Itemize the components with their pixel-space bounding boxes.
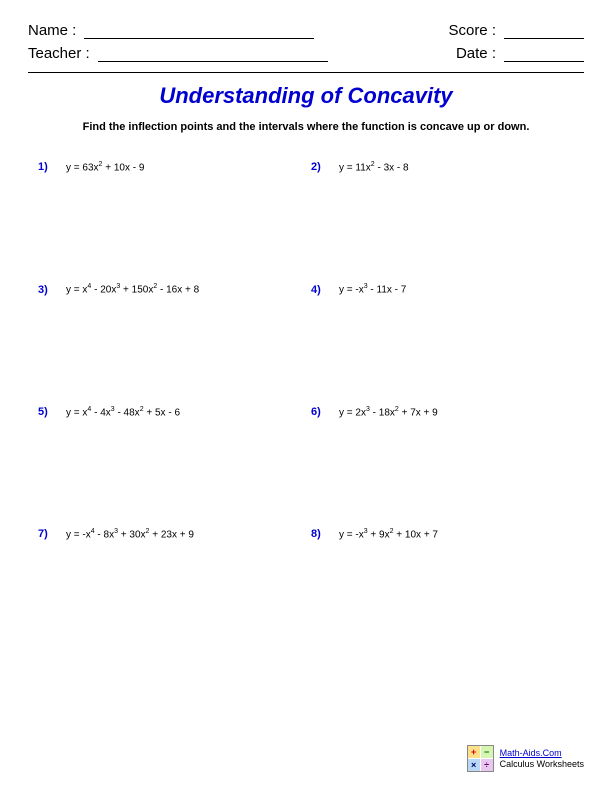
- date-blank[interactable]: [504, 46, 584, 62]
- problem-number: 2): [311, 161, 329, 173]
- header-row-2: Teacher : Date :: [28, 45, 584, 62]
- worksheet-title: Understanding of Concavity: [28, 83, 584, 109]
- problem-number: 1): [38, 161, 56, 173]
- problem-number: 4): [311, 284, 329, 296]
- footer-subtitle: Calculus Worksheets: [500, 759, 584, 770]
- problem-expression: y = x4 - 4x3 - 48x2 + 5x - 6: [66, 406, 180, 418]
- footer-text: Math-Aids.Com Calculus Worksheets: [500, 748, 584, 770]
- problem-8: 8) y = -x3 + 9x2 + 10x + 7: [311, 528, 574, 540]
- footer-logo: + − × ÷: [467, 745, 494, 772]
- teacher-field: Teacher :: [28, 45, 328, 62]
- divider: [28, 72, 584, 73]
- date-field: Date :: [456, 45, 584, 62]
- divide-icon: ÷: [481, 759, 493, 771]
- teacher-label: Teacher :: [28, 45, 90, 62]
- score-label: Score :: [448, 22, 496, 39]
- problems-grid: 1) y = 63x2 + 10x - 9 2) y = 11x2 - 3x -…: [28, 161, 584, 540]
- problem-number: 8): [311, 528, 329, 540]
- problem-expression: y = x4 - 20x3 + 150x2 - 16x + 8: [66, 283, 199, 295]
- name-label: Name :: [28, 22, 76, 39]
- plus-icon: +: [468, 746, 480, 758]
- header-row-1: Name : Score :: [28, 22, 584, 39]
- score-field: Score :: [448, 22, 584, 39]
- problem-expression: y = 11x2 - 3x - 8: [339, 161, 409, 173]
- problem-6: 6) y = 2x3 - 18x2 + 7x + 9: [311, 406, 574, 418]
- footer-site: Math-Aids.Com: [500, 748, 584, 759]
- teacher-blank[interactable]: [98, 46, 328, 62]
- instructions: Find the inflection points and the inter…: [28, 121, 584, 133]
- score-blank[interactable]: [504, 23, 584, 39]
- problem-number: 5): [38, 406, 56, 418]
- name-blank[interactable]: [84, 23, 314, 39]
- problem-1: 1) y = 63x2 + 10x - 9: [38, 161, 301, 173]
- name-field: Name :: [28, 22, 314, 39]
- problem-number: 7): [38, 528, 56, 540]
- problem-5: 5) y = x4 - 4x3 - 48x2 + 5x - 6: [38, 406, 301, 418]
- problem-7: 7) y = -x4 - 8x3 + 30x2 + 23x + 9: [38, 528, 301, 540]
- date-label: Date :: [456, 45, 496, 62]
- problem-2: 2) y = 11x2 - 3x - 8: [311, 161, 574, 173]
- problem-expression: y = 63x2 + 10x - 9: [66, 161, 144, 173]
- problem-number: 6): [311, 406, 329, 418]
- problem-3: 3) y = x4 - 20x3 + 150x2 - 16x + 8: [38, 283, 301, 295]
- problem-4: 4) y = -x3 - 11x - 7: [311, 283, 574, 295]
- problem-number: 3): [38, 284, 56, 296]
- multiply-icon: ×: [468, 759, 480, 771]
- problem-expression: y = -x4 - 8x3 + 30x2 + 23x + 9: [66, 528, 194, 540]
- footer: + − × ÷ Math-Aids.Com Calculus Worksheet…: [467, 745, 584, 772]
- problem-expression: y = 2x3 - 18x2 + 7x + 9: [339, 406, 438, 418]
- problem-expression: y = -x3 + 9x2 + 10x + 7: [339, 528, 438, 540]
- problem-expression: y = -x3 - 11x - 7: [339, 283, 406, 295]
- minus-icon: −: [481, 746, 493, 758]
